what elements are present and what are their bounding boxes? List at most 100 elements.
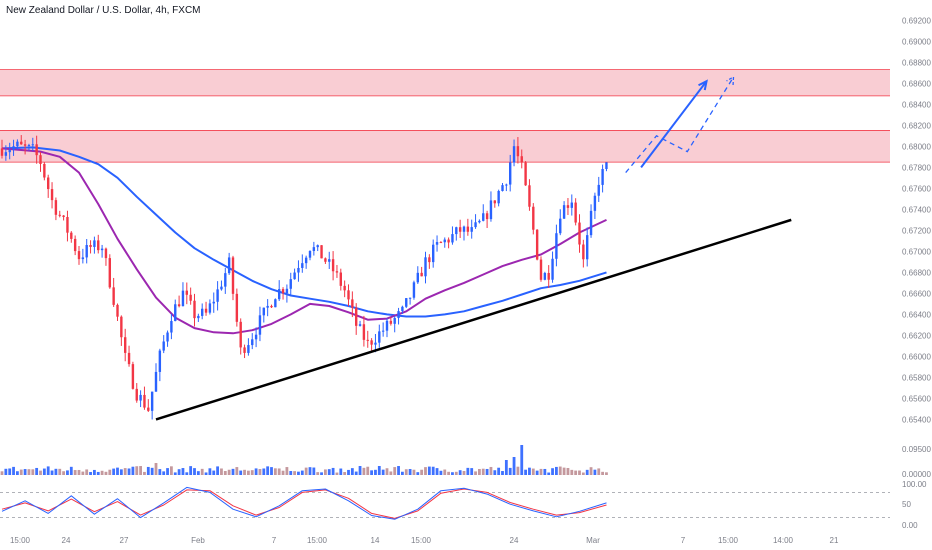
candle-body	[304, 257, 308, 264]
candle-body	[343, 285, 346, 291]
candle-body	[320, 245, 323, 259]
volume-bar	[324, 469, 327, 475]
time-tick-label: 7	[272, 536, 277, 545]
price-tick-label: 0.67200	[902, 226, 931, 235]
projection-dashed-head	[726, 75, 735, 86]
volume-bar	[562, 467, 566, 475]
volume-bar	[42, 468, 46, 475]
candle-body	[432, 244, 435, 263]
volume-bar	[85, 469, 89, 475]
candle-body	[466, 226, 470, 232]
volume-bar	[208, 468, 212, 475]
candle-body	[193, 300, 196, 319]
candle-body	[204, 308, 208, 313]
volume-bar	[555, 466, 558, 475]
candle-body	[547, 272, 550, 280]
volume-bar	[389, 471, 393, 475]
candle-body	[197, 315, 200, 319]
candle-body	[543, 272, 547, 280]
candle-body	[20, 141, 23, 145]
volume-bar	[420, 469, 424, 475]
price-tick-label: 0.66800	[902, 268, 931, 277]
candle-body	[293, 272, 296, 280]
candle-body	[378, 331, 381, 343]
volume-bar	[146, 466, 150, 475]
candle-body	[331, 259, 335, 272]
time-tick-label: 15:00	[411, 536, 432, 545]
volume-bar	[273, 468, 277, 475]
candle-body	[362, 324, 366, 340]
candle-body	[509, 162, 512, 185]
volume-bar	[258, 469, 262, 475]
candle-body	[408, 297, 412, 299]
price-tick-label: 0.66000	[902, 352, 931, 361]
candle-body	[170, 321, 173, 333]
volume-bar	[528, 467, 531, 475]
volume-bar	[193, 468, 196, 475]
volume-bar	[539, 468, 543, 475]
volume-panel	[0, 445, 608, 475]
candle-body	[420, 272, 423, 277]
volume-bar	[189, 466, 193, 475]
volume-bar	[262, 468, 266, 475]
volume-bar	[35, 467, 39, 475]
candle-body	[70, 232, 73, 239]
candle-body	[220, 286, 223, 290]
candle-body	[139, 394, 142, 401]
volume-bar	[123, 468, 127, 475]
time-axis: 15:00 24 27 Feb 7 15:00 14 15:00 24 Mar 7 15:00 14:0…	[10, 536, 839, 545]
volume-bar	[62, 471, 65, 475]
candle-body	[274, 299, 277, 308]
volume-bar	[408, 469, 412, 475]
volume-bar	[285, 467, 289, 475]
candle-body	[424, 257, 427, 277]
oscillator-panel	[0, 486, 890, 520]
candle-body	[389, 320, 393, 324]
volume-bar	[300, 470, 304, 475]
price-tick-label: 0.66200	[902, 331, 931, 340]
candle-body	[227, 257, 231, 274]
moving-averages	[1, 146, 607, 335]
volume-bar	[485, 468, 489, 475]
candle-body	[482, 213, 485, 221]
volume-bar	[304, 467, 308, 475]
candle-body	[589, 210, 593, 236]
volume-bar	[0, 471, 4, 475]
candle-body	[532, 206, 535, 230]
volume-bar	[439, 470, 443, 475]
volume-bar	[154, 463, 158, 475]
volume-bar	[200, 468, 204, 475]
resistance-zone-2	[0, 69, 890, 96]
volume-bar	[312, 467, 316, 475]
candle-body	[493, 200, 496, 204]
candle-body	[35, 144, 38, 156]
candle-body	[297, 267, 300, 273]
volume-bar	[216, 466, 219, 475]
candle-body	[189, 294, 192, 301]
volume-bar	[270, 467, 273, 475]
volume-bar	[589, 467, 593, 475]
candle-body	[358, 324, 362, 326]
volume-bar	[458, 470, 462, 475]
candle-body	[520, 156, 523, 163]
price-tick-label: 0.69200	[902, 16, 931, 25]
candle-body	[528, 185, 531, 207]
resistance-zone-1	[0, 130, 890, 163]
candle-body	[154, 371, 158, 392]
volume-bar	[196, 471, 200, 475]
volume-bar	[374, 469, 377, 475]
volume-bar	[135, 466, 139, 475]
volume-bar	[462, 470, 466, 475]
candle-body	[401, 306, 404, 312]
volume-bar	[454, 471, 458, 475]
chart-title: New Zealand Dollar / U.S. Dollar, 4h, FX…	[6, 5, 201, 16]
volume-bar	[531, 468, 535, 475]
candle-body	[185, 290, 188, 295]
candle-body	[351, 299, 354, 308]
candle-body	[524, 162, 527, 186]
volume-bar	[212, 470, 216, 475]
volume-bar	[158, 469, 162, 475]
volume-bar	[46, 466, 50, 475]
candle-body	[81, 257, 85, 260]
